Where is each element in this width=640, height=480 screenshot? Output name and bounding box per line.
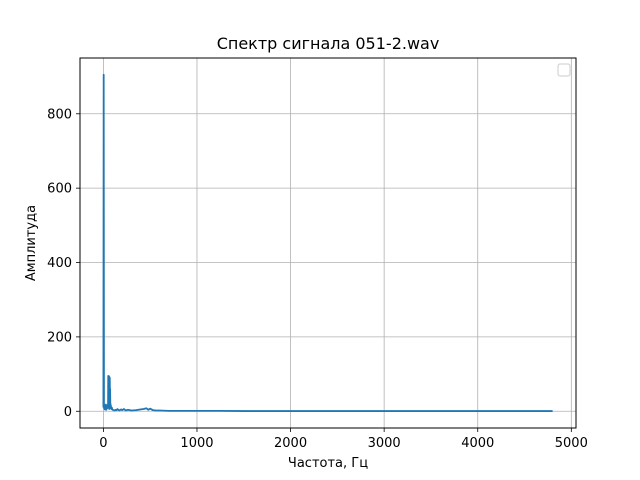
chart-title: Спектр сигнала 051-2.wav — [217, 34, 440, 53]
y-tick-label: 200 — [47, 330, 72, 345]
x-tick-label: 0 — [99, 436, 107, 451]
x-tick-label: 2000 — [274, 436, 307, 451]
x-axis-label: Частота, Гц — [288, 456, 368, 471]
y-tick-label: 400 — [47, 256, 72, 271]
series-layer — [102, 73, 553, 412]
x-tick-label: 4000 — [461, 436, 494, 451]
spectrum-line — [102, 73, 553, 412]
y-tick-label: 0 — [64, 405, 72, 420]
y-axis-label: Амплитуда — [24, 205, 39, 281]
y-tick-label: 600 — [47, 182, 72, 197]
x-tick-label: 3000 — [368, 436, 401, 451]
y-axis: 0 200 400 600 800 — [47, 107, 80, 420]
x-axis: 0 1000 2000 3000 4000 5000 — [99, 428, 588, 451]
grid — [80, 58, 576, 428]
plot-frame — [79, 57, 577, 429]
legend-box — [557, 63, 571, 77]
x-tick-label: 5000 — [555, 436, 588, 451]
x-tick-label: 1000 — [180, 436, 213, 451]
y-tick-label: 800 — [47, 107, 72, 122]
